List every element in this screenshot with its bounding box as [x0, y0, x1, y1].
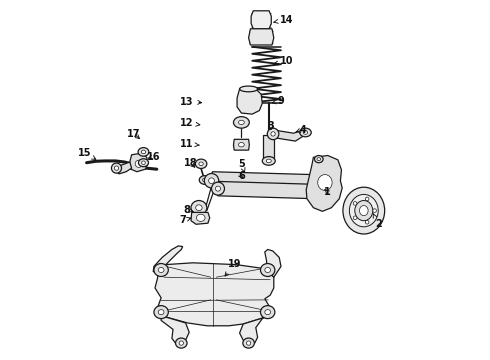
Ellipse shape [300, 128, 311, 137]
Ellipse shape [114, 166, 119, 170]
Polygon shape [233, 139, 249, 150]
Ellipse shape [141, 150, 146, 154]
Text: 3: 3 [268, 121, 274, 131]
Ellipse shape [343, 187, 385, 234]
Ellipse shape [135, 160, 143, 167]
Ellipse shape [111, 163, 122, 173]
Polygon shape [155, 263, 274, 326]
Text: 2: 2 [373, 213, 382, 229]
Text: 14: 14 [274, 15, 293, 25]
Ellipse shape [355, 201, 373, 221]
Ellipse shape [179, 341, 183, 345]
Ellipse shape [154, 264, 169, 276]
Ellipse shape [158, 310, 164, 315]
Ellipse shape [360, 206, 368, 216]
Polygon shape [251, 11, 271, 29]
Polygon shape [240, 308, 270, 344]
Ellipse shape [209, 178, 215, 184]
Polygon shape [271, 130, 304, 141]
Polygon shape [161, 316, 189, 344]
Ellipse shape [265, 310, 270, 315]
Text: 19: 19 [225, 258, 242, 276]
Ellipse shape [196, 205, 202, 211]
Ellipse shape [175, 338, 187, 348]
Text: 13: 13 [180, 96, 201, 107]
Polygon shape [215, 181, 320, 199]
Polygon shape [263, 135, 274, 158]
Ellipse shape [199, 162, 203, 166]
Text: 8: 8 [183, 204, 193, 215]
Ellipse shape [216, 186, 220, 191]
Ellipse shape [317, 158, 320, 161]
Ellipse shape [268, 128, 279, 140]
Text: 11: 11 [180, 139, 199, 149]
Text: 6: 6 [238, 171, 245, 181]
Ellipse shape [303, 131, 308, 134]
Text: 12: 12 [180, 118, 200, 128]
Ellipse shape [191, 201, 207, 215]
Ellipse shape [202, 178, 207, 182]
Text: 10: 10 [274, 56, 293, 66]
Polygon shape [153, 246, 183, 272]
Ellipse shape [154, 306, 169, 319]
Ellipse shape [142, 161, 145, 165]
Ellipse shape [366, 220, 369, 224]
Ellipse shape [261, 306, 275, 319]
Ellipse shape [239, 143, 245, 147]
Text: 15: 15 [78, 148, 96, 159]
Text: 5: 5 [238, 159, 245, 172]
Ellipse shape [353, 216, 357, 220]
Ellipse shape [233, 117, 249, 128]
Text: 1: 1 [324, 186, 330, 197]
Polygon shape [237, 89, 262, 114]
Ellipse shape [315, 156, 323, 163]
Ellipse shape [239, 120, 245, 125]
Ellipse shape [199, 176, 210, 184]
Ellipse shape [266, 159, 271, 163]
Ellipse shape [246, 341, 251, 345]
Polygon shape [265, 249, 281, 277]
Text: 4: 4 [296, 125, 306, 135]
Ellipse shape [196, 214, 205, 221]
Ellipse shape [373, 209, 376, 212]
Ellipse shape [212, 182, 224, 195]
Polygon shape [208, 172, 319, 193]
Polygon shape [248, 29, 274, 45]
Ellipse shape [353, 202, 357, 205]
Polygon shape [116, 162, 132, 174]
Text: 9: 9 [272, 96, 284, 106]
Polygon shape [191, 212, 210, 224]
Ellipse shape [265, 267, 270, 273]
Ellipse shape [138, 148, 149, 156]
Ellipse shape [240, 86, 258, 92]
Ellipse shape [318, 175, 332, 190]
Ellipse shape [243, 338, 254, 348]
Ellipse shape [262, 157, 275, 165]
Ellipse shape [261, 264, 275, 276]
Polygon shape [130, 153, 148, 172]
Text: 7: 7 [180, 215, 191, 225]
Ellipse shape [196, 159, 207, 168]
Ellipse shape [271, 132, 275, 136]
Text: 16: 16 [147, 152, 160, 162]
Ellipse shape [158, 267, 164, 273]
Polygon shape [306, 156, 342, 211]
Ellipse shape [366, 197, 369, 201]
Ellipse shape [139, 159, 148, 167]
Text: 17: 17 [127, 129, 141, 139]
Ellipse shape [204, 174, 219, 188]
Ellipse shape [349, 194, 378, 227]
Text: 18: 18 [183, 158, 197, 168]
